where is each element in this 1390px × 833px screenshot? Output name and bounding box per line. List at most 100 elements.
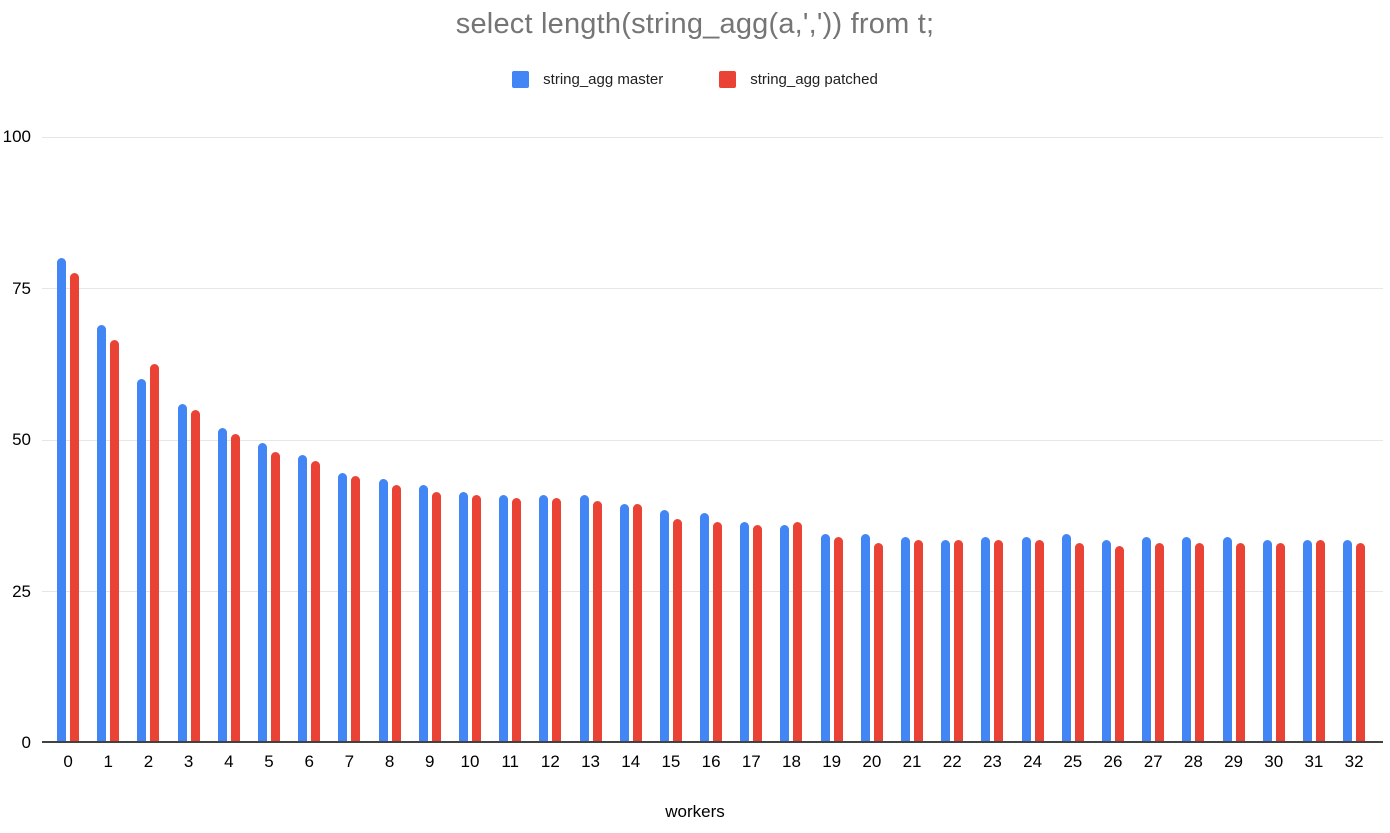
- bar-group-14: [611, 137, 651, 743]
- bar-string-agg-patched-31: [1315, 540, 1325, 743]
- legend: string_agg master string_agg patched: [0, 71, 1390, 88]
- y-tick-label-100: 100: [2, 127, 31, 146]
- x-tick-label-7: 7: [344, 752, 355, 771]
- x-axis-labels: 0 1 2 3 4 5 6 7 8 9 10 11 12 13 14 15 16 17 18 19 20 21 22 23 24…: [48, 752, 1374, 772]
- bars-row: [48, 137, 1374, 743]
- bar-group-32: [1334, 137, 1374, 743]
- y-tick-label-0: 0: [21, 733, 31, 752]
- x-tick-label-18: 18: [782, 752, 801, 771]
- bar-group-31: [1294, 137, 1334, 743]
- bar-group-8: [370, 137, 410, 743]
- bar-group-21: [892, 137, 932, 743]
- bar-string-agg-patched-11: [512, 497, 522, 743]
- x-tick-label-5: 5: [264, 752, 274, 771]
- x-tick-label-32: 32: [1344, 752, 1364, 771]
- bar-string-agg-master-26: [1101, 540, 1111, 743]
- x-tick-label-8: 8: [384, 752, 395, 771]
- bar-string-agg-patched-12: [552, 497, 562, 743]
- legend-swatch-patched-icon: [719, 71, 737, 88]
- bar-string-agg-master-6: [298, 455, 308, 743]
- bar-string-agg-master-0: [57, 258, 67, 743]
- x-tick-label-26: 26: [1103, 752, 1123, 771]
- bar-group-27: [1133, 137, 1173, 743]
- bar-string-agg-patched-1: [110, 340, 120, 743]
- bar-string-agg-patched-4: [230, 433, 240, 743]
- bar-string-agg-patched-10: [471, 494, 481, 743]
- legend-label-patched: string_agg patched: [750, 71, 878, 88]
- bar-string-agg-patched-7: [351, 476, 361, 743]
- bar-group-18: [771, 137, 811, 743]
- bar-group-9: [410, 137, 450, 743]
- bar-string-agg-master-13: [579, 494, 589, 743]
- chart-title: select length(string_agg(a,',')) from t;: [455, 8, 935, 40]
- y-tick-label-50: 50: [12, 430, 31, 449]
- plot-area: [42, 136, 1383, 743]
- x-tick-label-12: 12: [540, 752, 560, 771]
- bar-string-agg-master-27: [1142, 536, 1152, 743]
- bar-string-agg-master-3: [177, 403, 187, 743]
- gridline-y-100: [42, 136, 1383, 138]
- x-tick-label-0: 0: [63, 752, 73, 771]
- bar-string-agg-master-15: [659, 509, 669, 743]
- bar-string-agg-master-9: [418, 485, 428, 743]
- bar-string-agg-patched-9: [431, 491, 441, 743]
- bar-string-agg-patched-32: [1356, 543, 1366, 743]
- bar-string-agg-patched-30: [1275, 543, 1285, 743]
- bar-group-7: [329, 137, 369, 743]
- x-tick-label-28: 28: [1183, 752, 1203, 771]
- legend-item-patched: string_agg patched: [719, 71, 878, 88]
- gridline-y-75: [42, 288, 1383, 289]
- bar-group-6: [289, 137, 329, 743]
- bar-string-agg-master-29: [1222, 536, 1232, 743]
- bar-string-agg-master-19: [820, 533, 830, 743]
- bar-string-agg-patched-19: [833, 536, 843, 743]
- bar-group-4: [209, 137, 249, 743]
- x-tick-label-27: 27: [1143, 752, 1163, 771]
- bar-group-24: [1013, 137, 1053, 743]
- x-tick-label-13: 13: [581, 752, 600, 771]
- bar-string-agg-master-23: [981, 536, 991, 743]
- legend-swatch-master-icon: [512, 71, 530, 88]
- bar-group-25: [1053, 137, 1093, 743]
- bar-string-agg-patched-22: [954, 540, 964, 743]
- bar-string-agg-master-7: [338, 473, 348, 743]
- bar-group-11: [490, 137, 530, 743]
- bar-string-agg-master-2: [137, 379, 147, 743]
- x-tick-label-29: 29: [1224, 752, 1243, 771]
- bar-string-agg-master-16: [700, 512, 710, 743]
- bar-string-agg-patched-23: [994, 540, 1004, 743]
- x-tick-label-20: 20: [862, 752, 882, 771]
- bar-string-agg-master-32: [1343, 540, 1353, 743]
- bar-group-22: [932, 137, 972, 743]
- bar-string-agg-master-28: [1182, 536, 1192, 743]
- bar-string-agg-patched-27: [1155, 543, 1165, 743]
- x-tick-label-10: 10: [460, 752, 480, 771]
- x-tick-label-9: 9: [425, 752, 435, 771]
- bar-string-agg-patched-18: [793, 521, 803, 743]
- bar-string-agg-master-17: [740, 521, 750, 743]
- x-axis-title: workers: [665, 802, 725, 821]
- bar-string-agg-master-1: [97, 324, 107, 743]
- bar-string-agg-patched-24: [1034, 540, 1044, 743]
- bar-string-agg-master-8: [378, 479, 388, 743]
- bar-string-agg-master-20: [860, 533, 870, 743]
- y-tick-label-75: 75: [12, 278, 31, 298]
- bar-group-29: [1213, 137, 1253, 743]
- x-tick-label-17: 17: [741, 752, 761, 771]
- bar-string-agg-master-14: [619, 503, 629, 743]
- x-tick-label-14: 14: [621, 752, 641, 771]
- gridline-y-50: [42, 439, 1383, 441]
- bar-group-30: [1254, 137, 1294, 743]
- bar-string-agg-patched-20: [873, 543, 883, 743]
- x-tick-label-4: 4: [224, 752, 234, 771]
- bar-group-10: [450, 137, 490, 743]
- x-tick-label-11: 11: [501, 752, 519, 771]
- x-tick-label-2: 2: [143, 752, 154, 771]
- bar-group-15: [651, 137, 691, 743]
- bar-string-agg-master-5: [258, 443, 268, 743]
- bar-string-agg-master-11: [499, 494, 509, 743]
- x-axis-baseline: [42, 741, 1383, 743]
- bar-group-3: [169, 137, 209, 743]
- bar-string-agg-patched-5: [271, 452, 281, 743]
- bar-string-agg-master-24: [1021, 536, 1031, 743]
